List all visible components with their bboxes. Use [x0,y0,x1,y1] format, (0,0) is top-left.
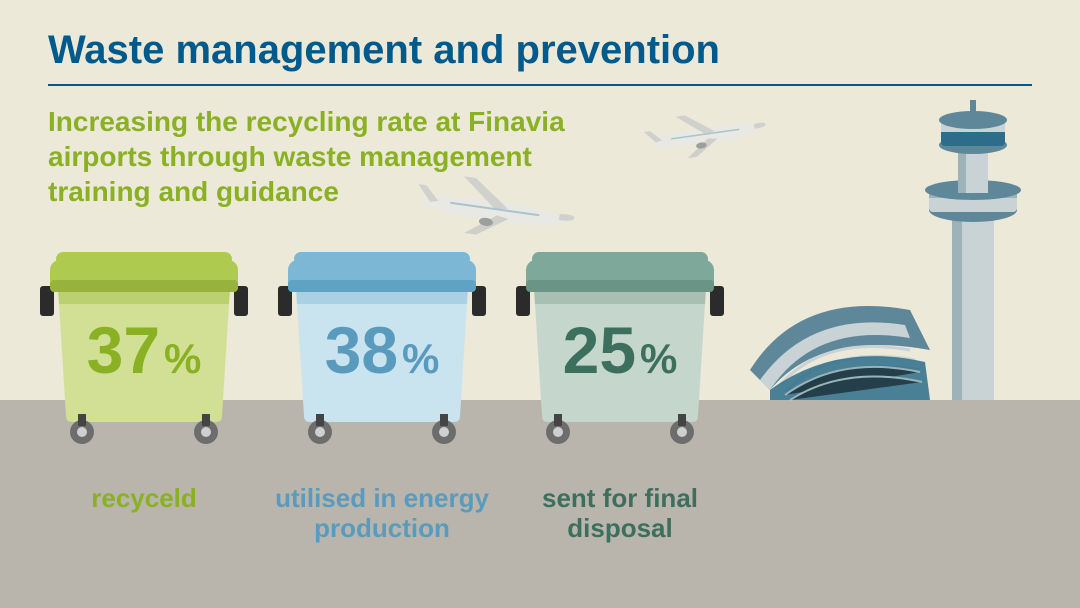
title-underline [48,84,1032,86]
bin-value-number: 37 [87,313,160,387]
bin-value-unit: % [164,335,201,382]
bin-percentage: 38% [278,312,486,388]
page-title: Waste management and prevention [48,28,720,73]
bin-value-unit: % [402,335,439,382]
airport-illustration [740,90,1040,410]
bin-label: recyceld [24,484,264,514]
bin-value-number: 38 [325,313,398,387]
bin-value-unit: % [640,335,677,382]
bin-value-number: 25 [563,313,636,387]
bin-percentage: 37% [40,312,248,388]
bin-percentage: 25% [516,312,724,388]
waste-bin: 25% [516,246,724,446]
bin-label: sent for final disposal [500,484,740,544]
waste-bin: 37% [40,246,248,446]
waste-bin: 38% [278,246,486,446]
bin-label: utilised in energy production [262,484,502,544]
